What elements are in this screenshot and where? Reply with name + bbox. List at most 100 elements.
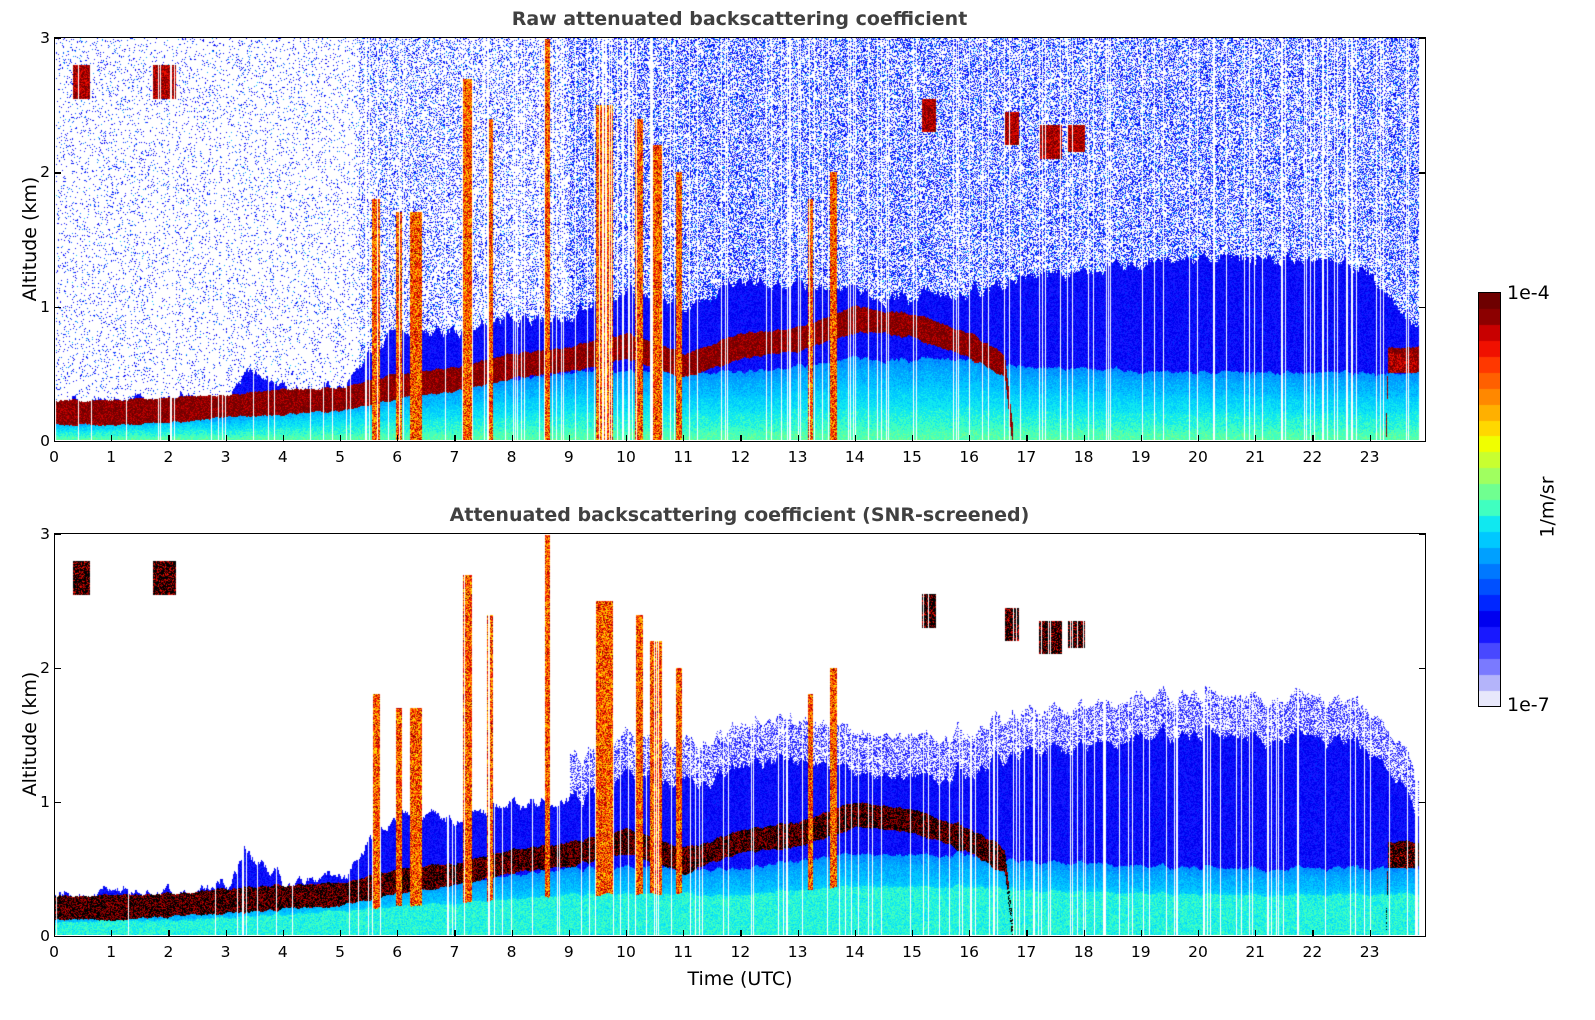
y-tick-mark (1419, 441, 1426, 443)
bottom-heatmap-canvas (55, 534, 1424, 935)
x-tick-label: 2 (163, 448, 174, 466)
y-tick-mark (1419, 668, 1426, 670)
x-tick-label: 8 (506, 943, 517, 961)
x-tick-mark (568, 930, 570, 937)
x-tick-label: 5 (335, 943, 345, 961)
x-tick-label: 10 (616, 943, 636, 961)
x-tick-label: 21 (1245, 943, 1266, 961)
top-heatmap-canvas (55, 38, 1424, 440)
y-tick-mark (1419, 172, 1426, 174)
x-tick-mark (111, 435, 113, 442)
x-tick-mark (568, 435, 570, 442)
x-tick-mark (797, 930, 799, 937)
y-tick-label: 1 (40, 297, 50, 316)
x-tick-mark (626, 435, 628, 442)
x-tick-label: 5 (335, 448, 345, 466)
x-tick-mark (1312, 930, 1314, 937)
bottom-chart-title: Attenuated backscattering coefficient (S… (449, 504, 1030, 526)
x-tick-label: 0 (49, 943, 59, 961)
x-tick-mark (740, 435, 742, 442)
x-tick-mark (1026, 435, 1028, 442)
x-tick-mark (168, 930, 170, 937)
x-tick-mark (282, 435, 284, 442)
bottom-y-axis-label: Altitude (km) (19, 671, 41, 797)
x-tick-label: 20 (1188, 943, 1208, 961)
colorbar-min-label: 1e-7 (1507, 694, 1550, 716)
x-tick-mark (511, 435, 513, 442)
colorbar-unit-label: 1/m/sr (1536, 476, 1559, 538)
y-tick-label: 2 (40, 659, 50, 677)
x-tick-mark (626, 930, 628, 937)
x-tick-label: 11 (673, 943, 694, 961)
x-tick-mark (1255, 930, 1257, 937)
x-tick-mark (397, 435, 399, 442)
x-tick-mark (225, 435, 227, 442)
x-tick-label: 21 (1245, 448, 1266, 466)
x-tick-label: 15 (902, 448, 922, 466)
x-tick-label: 3 (220, 448, 231, 466)
x-tick-label: 23 (1359, 448, 1380, 466)
x-tick-label: 19 (1130, 448, 1151, 466)
x-tick-mark (454, 435, 456, 442)
top-chart-title: Raw attenuated backscattering coefficien… (511, 8, 968, 30)
x-tick-label: 23 (1359, 943, 1380, 961)
x-tick-label: 4 (277, 448, 288, 466)
x-axis-label: Time (UTC) (687, 968, 793, 990)
x-tick-mark (111, 930, 113, 937)
x-tick-mark (340, 435, 342, 442)
x-tick-mark (282, 930, 284, 937)
x-tick-label: 14 (844, 943, 865, 961)
x-tick-label: 12 (730, 448, 751, 466)
x-tick-mark (854, 435, 856, 442)
x-tick-label: 22 (1302, 943, 1323, 961)
x-tick-mark (1198, 930, 1200, 937)
x-tick-mark (168, 435, 170, 442)
x-tick-label: 7 (449, 448, 460, 466)
x-tick-mark (1369, 435, 1371, 442)
x-tick-mark (912, 435, 914, 442)
x-tick-label: 19 (1130, 943, 1151, 961)
x-tick-label: 2 (163, 943, 174, 961)
bottom-heatmap-plot (54, 533, 1426, 937)
x-tick-mark (54, 930, 56, 937)
y-tick-mark (1419, 38, 1426, 40)
x-tick-label: 16 (959, 448, 980, 466)
x-tick-label: 13 (787, 448, 808, 466)
x-tick-label: 9 (563, 448, 574, 466)
x-tick-label: 1 (106, 943, 117, 961)
x-tick-label: 15 (902, 943, 922, 961)
y-tick-mark (1419, 534, 1426, 536)
y-tick-label: 3 (40, 525, 50, 543)
y-tick-mark (54, 534, 61, 536)
x-tick-label: 18 (1073, 943, 1094, 961)
x-tick-label: 17 (1016, 448, 1037, 466)
x-tick-mark (1083, 435, 1085, 442)
x-tick-mark (1140, 930, 1142, 937)
y-tick-label: 3 (40, 29, 50, 47)
y-tick-mark (1419, 936, 1426, 938)
x-tick-label: 0 (49, 448, 59, 466)
top-y-axis-label: Altitude (km) (19, 176, 41, 302)
x-tick-label: 6 (392, 448, 403, 466)
y-tick-mark (54, 936, 61, 938)
y-tick-label: 0 (40, 432, 50, 450)
colorbar (1478, 292, 1501, 707)
y-tick-mark (1419, 306, 1426, 308)
x-tick-mark (740, 930, 742, 937)
x-tick-label: 22 (1302, 448, 1323, 466)
x-tick-mark (397, 930, 399, 937)
x-tick-label: 8 (506, 448, 517, 466)
x-tick-label: 12 (730, 943, 751, 961)
x-tick-label: 4 (277, 943, 288, 961)
y-tick-label: 2 (40, 163, 50, 182)
x-tick-mark (511, 930, 513, 937)
y-tick-mark (54, 441, 61, 443)
x-tick-label: 3 (220, 943, 231, 961)
x-tick-mark (1255, 435, 1257, 442)
y-tick-label: 1 (40, 793, 50, 811)
x-tick-mark (340, 930, 342, 937)
x-tick-label: 9 (563, 943, 574, 961)
x-tick-mark (454, 930, 456, 937)
x-tick-label: 7 (449, 943, 460, 961)
y-tick-mark (54, 38, 61, 40)
